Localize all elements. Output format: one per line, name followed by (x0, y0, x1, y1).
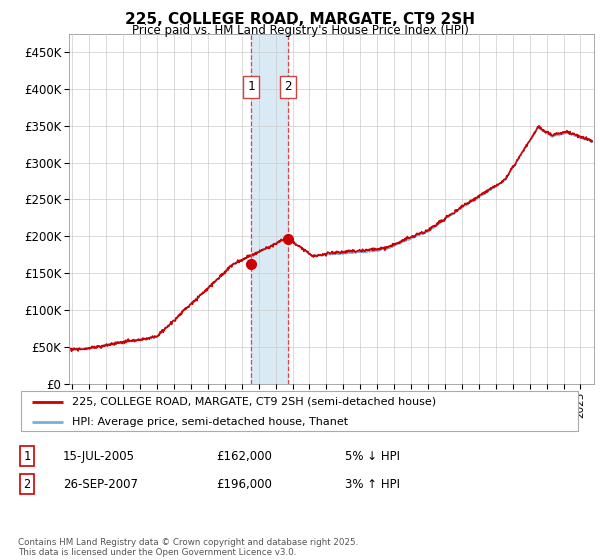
Text: Price paid vs. HM Land Registry's House Price Index (HPI): Price paid vs. HM Land Registry's House … (131, 24, 469, 37)
Text: 2: 2 (23, 478, 31, 491)
Text: HPI: Average price, semi-detached house, Thanet: HPI: Average price, semi-detached house,… (71, 417, 348, 427)
Text: Contains HM Land Registry data © Crown copyright and database right 2025.
This d: Contains HM Land Registry data © Crown c… (18, 538, 358, 557)
Text: 5% ↓ HPI: 5% ↓ HPI (345, 450, 400, 463)
Text: 225, COLLEGE ROAD, MARGATE, CT9 2SH: 225, COLLEGE ROAD, MARGATE, CT9 2SH (125, 12, 475, 27)
Text: £162,000: £162,000 (216, 450, 272, 463)
Text: 15-JUL-2005: 15-JUL-2005 (63, 450, 135, 463)
Text: 1: 1 (247, 80, 254, 93)
Text: 2: 2 (284, 80, 292, 93)
Text: 225, COLLEGE ROAD, MARGATE, CT9 2SH (semi-detached house): 225, COLLEGE ROAD, MARGATE, CT9 2SH (sem… (71, 396, 436, 407)
Bar (251, 34, 288, 384)
Text: 26-SEP-2007: 26-SEP-2007 (63, 478, 138, 491)
Text: 1: 1 (23, 450, 31, 463)
FancyBboxPatch shape (21, 391, 578, 431)
Text: 3% ↑ HPI: 3% ↑ HPI (345, 478, 400, 491)
Text: £196,000: £196,000 (216, 478, 272, 491)
